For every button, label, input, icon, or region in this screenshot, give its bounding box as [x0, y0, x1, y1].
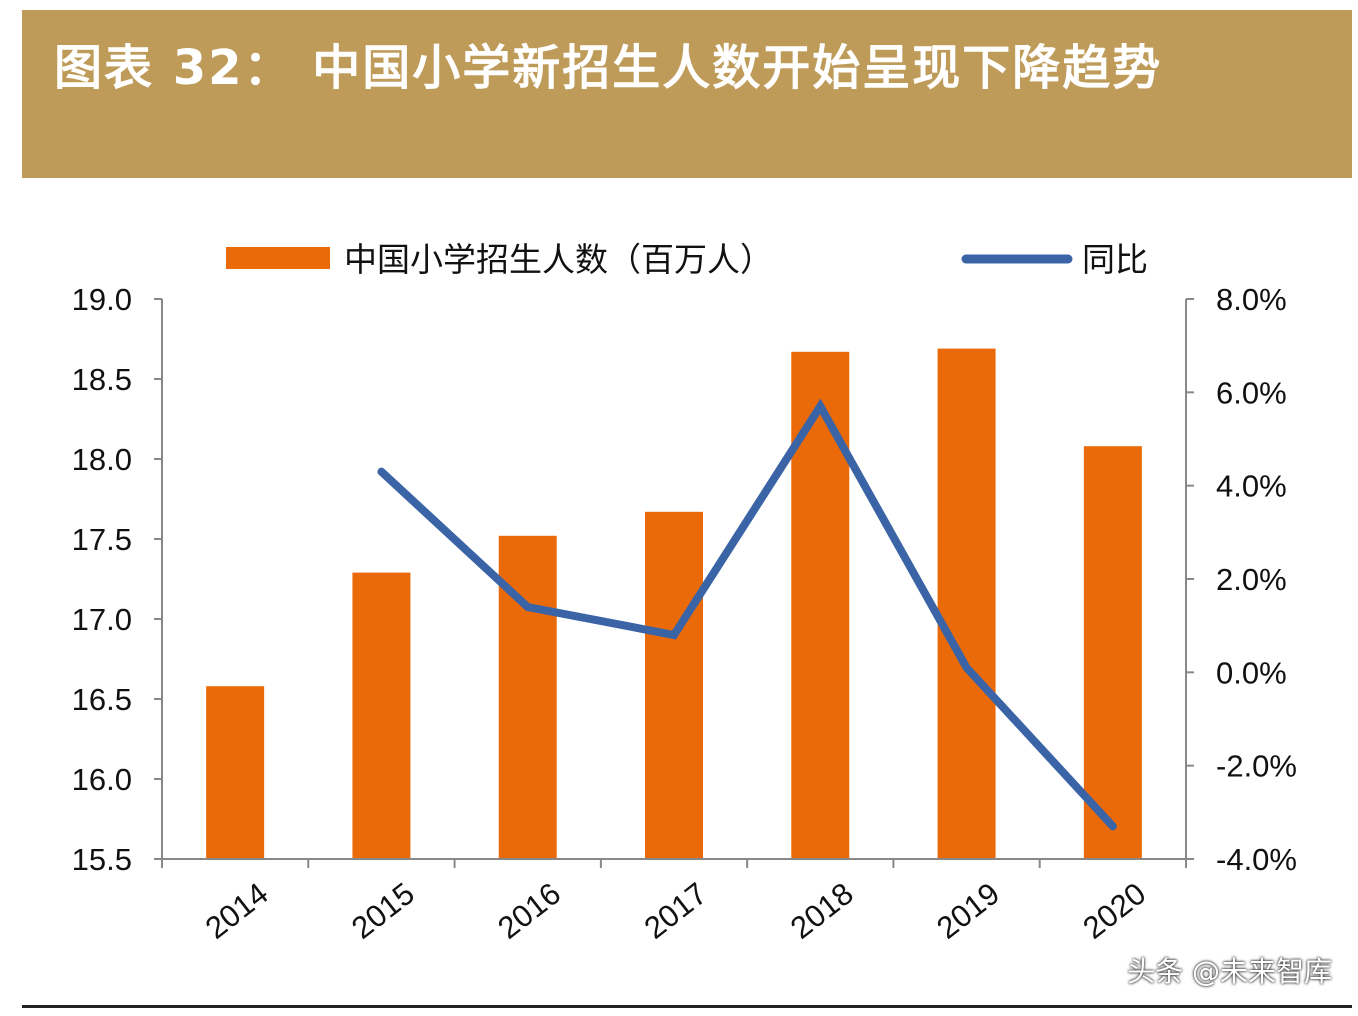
bar-2018: [791, 351, 850, 859]
y-left-tick-label: 16.5: [72, 682, 132, 717]
watermark: 头条 @未来智库: [1127, 955, 1332, 988]
legend-label-bar: 中国小学招生人数（百万人）: [344, 240, 773, 279]
bar-2020: [1083, 446, 1142, 859]
y-right-tick-label: 6.0%: [1216, 375, 1287, 410]
chart-title: 图表 32： 中国小学新招生人数开始呈现下降趋势: [54, 40, 1163, 96]
y-left-tick-label: 16.0: [72, 762, 132, 797]
bar-2019: [937, 348, 996, 859]
y-right-tick-label: 2.0%: [1216, 562, 1287, 597]
y-right-tick-label: 4.0%: [1216, 469, 1287, 504]
x-tick-label-2017: 2017: [638, 876, 714, 946]
x-tick-label-2014: 2014: [199, 876, 275, 946]
yoy-point-2015: [380, 470, 383, 473]
title-banner: 图表 32： 中国小学新招生人数开始呈现下降趋势: [22, 10, 1352, 178]
y-left-tick-label: 15.5: [72, 842, 132, 877]
y-right-tick-label: 0.0%: [1216, 655, 1287, 690]
y-right-tick-label: -2.0%: [1216, 749, 1297, 784]
yoy-point-2017: [673, 634, 675, 636]
x-tick-label-2018: 2018: [784, 876, 860, 946]
bar-2015: [352, 572, 411, 859]
legend-label-line: 同比: [1082, 240, 1148, 279]
x-tick-label-2016: 2016: [491, 876, 567, 946]
bottom-rule: [22, 1005, 1352, 1008]
y-left-tick-label: 17.5: [72, 522, 132, 557]
x-tick-label-2020: 2020: [1076, 876, 1152, 946]
bar-2014: [206, 686, 265, 859]
x-tick-label-2015: 2015: [345, 876, 421, 946]
bar-2017: [645, 511, 703, 859]
yoy-point-2016: [526, 606, 529, 608]
yoy-line: [377, 398, 1117, 831]
y-right-tick-label: -4.0%: [1216, 842, 1297, 877]
y-left-tick-label: 18.5: [72, 362, 132, 397]
y-right-tick-label: 8.0%: [1216, 282, 1287, 317]
y-left-tick-label: 17.0: [72, 602, 132, 637]
yoy-point-2018: [819, 405, 822, 408]
x-tick-label-2019: 2019: [930, 876, 1006, 946]
yoy-point-2020: [1111, 825, 1114, 828]
yoy-point-2019: [965, 666, 968, 669]
legend-swatch-bar: [226, 247, 330, 269]
y-left-tick-label: 18.0: [72, 442, 132, 477]
y-left-tick-label: 19.0: [72, 282, 132, 317]
